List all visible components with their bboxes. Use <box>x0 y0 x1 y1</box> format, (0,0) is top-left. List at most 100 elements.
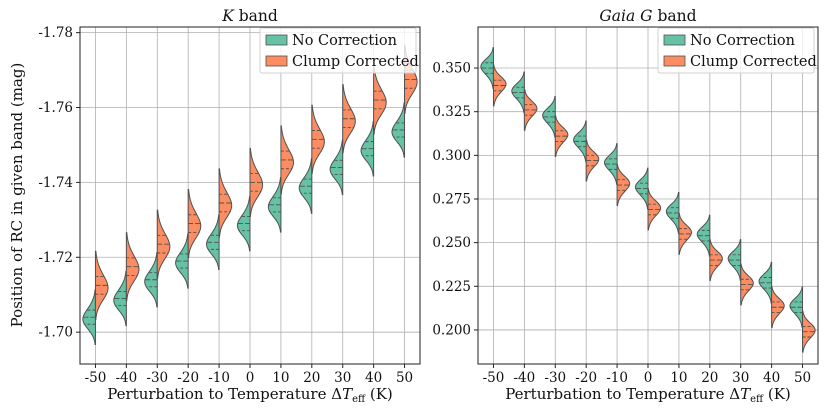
k-band-legend: No Correction Clump Corrected <box>259 27 419 74</box>
violin-clump-corrected-40 <box>771 286 785 329</box>
x-tick-label: 50 <box>396 370 413 386</box>
violin-no-correction--10 <box>206 214 220 271</box>
gaia-g-band-legend-box <box>657 27 815 74</box>
k-band-title-rest: band <box>234 7 278 25</box>
legend-swatch-no-correction <box>265 34 288 46</box>
legend-swatch-no-correction <box>663 34 686 46</box>
y-tick-label: 0.225 <box>432 279 471 295</box>
violin-clump-corrected-20 <box>311 104 325 174</box>
gaia-g-band-violins <box>480 47 816 353</box>
violin-clump-corrected--40 <box>523 89 538 131</box>
violin-no-correction--10 <box>604 143 618 186</box>
y-tick-label: -1.74 <box>38 175 73 191</box>
violin-no-correction--30 <box>144 251 158 308</box>
violin-no-correction--20 <box>573 120 587 163</box>
x-tick-label: 30 <box>334 370 351 386</box>
k-band-title-italic: K <box>221 7 235 25</box>
x-tick-label: -30 <box>544 370 566 386</box>
k-band-y-axis-label: Position of RC in given band (mag) <box>8 63 26 328</box>
x-tick-label: 20 <box>303 370 320 386</box>
legend-label-no-correction: No Correction <box>690 33 795 49</box>
x-tick-label: -50 <box>85 370 107 386</box>
x-tick-label: 10 <box>670 370 687 386</box>
violin-clump-corrected--30 <box>156 209 171 279</box>
violin-clump-corrected--50 <box>492 64 507 107</box>
violin-clump-corrected-10 <box>678 212 692 255</box>
x-tick-label: 0 <box>644 370 653 386</box>
y-tick-label: 0.275 <box>432 191 471 207</box>
x-tick-label: -40 <box>513 370 535 386</box>
violin-clump-corrected-50 <box>802 310 816 353</box>
violin-no-correction-10 <box>267 177 282 233</box>
legend-label-no-correction: No Correction <box>292 33 397 49</box>
y-tick-label: 0.325 <box>432 104 471 120</box>
x-tick-label: -50 <box>483 370 505 386</box>
violin-no-correction-0 <box>236 195 251 252</box>
violin-clump-corrected-0 <box>647 188 662 231</box>
violin-clump-corrected--50 <box>94 250 109 320</box>
x-tick-label: 10 <box>272 370 289 386</box>
k-band-title: K band <box>221 7 278 25</box>
x-tick-label: -10 <box>606 370 628 386</box>
violin-clump-corrected--40 <box>125 232 140 302</box>
y-tick-label: -1.72 <box>38 250 73 266</box>
violin-no-correction-40 <box>360 120 375 177</box>
violin-clump-corrected--20 <box>187 189 202 259</box>
k-band-legend-box <box>259 27 417 74</box>
violin-no-correction-40 <box>758 261 773 304</box>
x-tick-label: -20 <box>575 370 597 386</box>
violin-clump-corrected--20 <box>585 139 600 182</box>
x-tick-label: 40 <box>365 370 382 386</box>
legend-label-clump-corrected: Clump Corrected <box>690 54 817 70</box>
violin-clump-corrected-30 <box>740 263 754 306</box>
violin-no-correction-30 <box>329 139 344 196</box>
x-tick-label: -40 <box>115 370 137 386</box>
violin-no-correction-20 <box>696 214 711 257</box>
k-band-y-ticks: -1.70 -1.72 -1.74 -1.76 -1.78 <box>38 25 80 341</box>
gaia-g-band-title-rest: band <box>653 7 697 25</box>
y-tick-label: 0.250 <box>432 235 471 251</box>
violin-no-correction-20 <box>298 158 313 214</box>
violin-no-correction--50 <box>82 289 96 345</box>
legend-label-clump-corrected: Clump Corrected <box>292 54 419 70</box>
violin-clump-corrected-10 <box>280 125 294 195</box>
x-tick-label: -30 <box>146 370 168 386</box>
k-band-violins <box>82 44 418 345</box>
gaia-g-band-x-axis-label: Perturbation to Temperature ΔTeff (K) <box>505 385 791 405</box>
legend-swatch-clump-corrected <box>663 55 686 67</box>
y-tick-label: -1.78 <box>38 25 73 41</box>
x-tick-label: 50 <box>794 370 811 386</box>
y-tick-label: 0.350 <box>432 61 471 77</box>
k-band-panel: K band -1.70-1.72-1.74-1.76-1.78 -50 -40-… <box>8 7 421 405</box>
k-band-x-ticks: -50 -40 -30 -20 -10 0 10 20 30 40 50 <box>85 364 413 386</box>
violin-clump-corrected-0 <box>249 147 264 217</box>
violin-no-correction-50 <box>391 102 406 158</box>
x-tick-label: -20 <box>177 370 199 386</box>
violin-clump-corrected--10 <box>218 168 233 238</box>
violin-no-correction--50 <box>480 47 494 89</box>
legend-swatch-clump-corrected <box>265 55 288 67</box>
violin-no-correction--40 <box>511 71 525 114</box>
x-tick-label: -10 <box>208 370 230 386</box>
violin-clump-corrected-40 <box>373 65 387 135</box>
gaia-g-band-x-ticks: -50 -40 -30 -20 -10 0 10 20 30 40 50 <box>483 364 811 386</box>
violin-clump-corrected--10 <box>616 164 631 206</box>
violin-no-correction-0 <box>634 167 649 210</box>
gaia-g-band-title-italic: Gaia G <box>599 7 652 25</box>
violin-no-correction--40 <box>113 270 127 327</box>
x-tick-label: 30 <box>732 370 749 386</box>
violin-no-correction-10 <box>665 192 680 234</box>
violin-no-correction-30 <box>727 239 742 282</box>
violin-clump-corrected--30 <box>554 115 569 158</box>
gaia-g-band-title: Gaia G band <box>599 7 696 25</box>
violin-no-correction--20 <box>175 233 189 289</box>
violin-clump-corrected-30 <box>342 84 356 154</box>
y-tick-label: -1.76 <box>38 100 73 116</box>
gaia-g-band-panel: Gaia G band 0.200 0.225 0.250 0.275 0.300 0.3… <box>432 7 819 405</box>
violin-no-correction--30 <box>542 95 556 138</box>
y-tick-label: -1.70 <box>38 325 73 341</box>
violin-clump-corrected-20 <box>709 239 723 282</box>
x-tick-label: 40 <box>763 370 780 386</box>
x-tick-label: 20 <box>701 370 718 386</box>
